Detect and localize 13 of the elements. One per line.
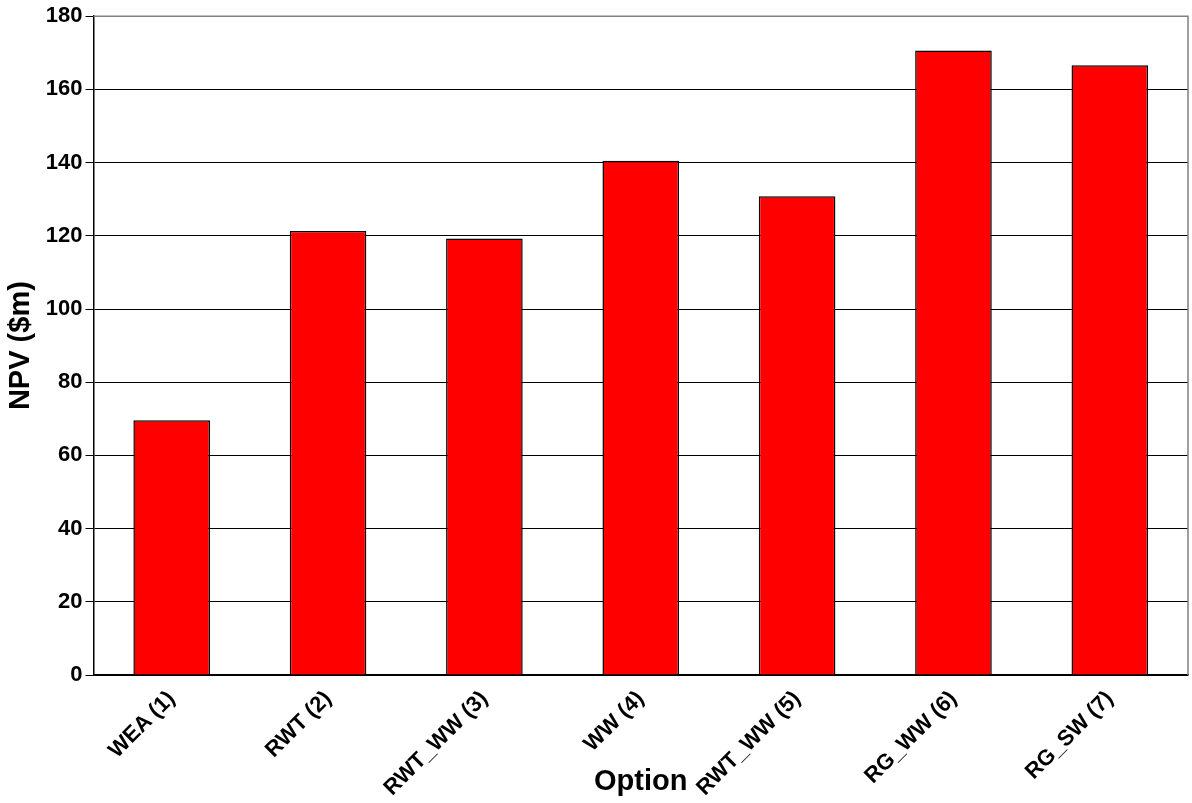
y-tick-label: 60 bbox=[58, 441, 83, 467]
x-tick-label: WW (4) bbox=[578, 685, 649, 756]
y-tick-label: 160 bbox=[45, 75, 83, 101]
y-tick-label: 120 bbox=[45, 221, 83, 247]
y-tick-label: 40 bbox=[58, 514, 83, 540]
y-tick-label: 80 bbox=[58, 368, 83, 394]
y-tick-label: 180 bbox=[45, 2, 83, 28]
y-tick-label: 0 bbox=[70, 661, 83, 687]
y-axis-title: NPV ($m) bbox=[3, 281, 36, 411]
x-axis-title: Option bbox=[594, 763, 688, 796]
y-tick-label: 140 bbox=[45, 148, 83, 174]
y-tick-label: 20 bbox=[58, 587, 83, 613]
y-tick-label: 100 bbox=[45, 295, 83, 321]
